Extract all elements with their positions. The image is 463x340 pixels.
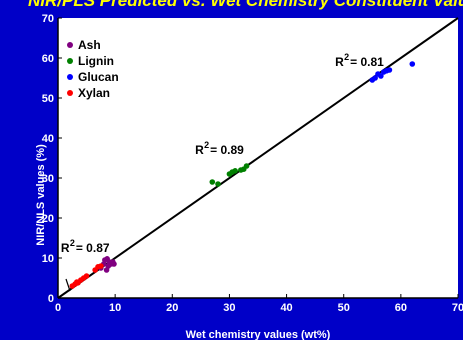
x-tick-label: 70 [452,302,463,314]
x-tick-label: 20 [166,302,178,314]
x-tick-label: 40 [280,302,292,314]
legend-label-glucan: Glucan [78,70,119,84]
lignin-point [215,181,221,187]
lignin-point [232,168,238,174]
y-tick-label: 20 [42,213,54,225]
chart-title: NIR/PLS Predicted vs. Wet Chemistry Cons… [28,0,463,10]
annotation-text: R [195,143,204,157]
y-tick-label: 0 [48,293,54,305]
annotation-value: = 0.87 [76,241,110,255]
y-tick-label: 70 [42,13,54,25]
legend-label-ash: Ash [78,38,101,52]
xylan-point [83,273,90,279]
glucan-legend-marker [67,74,73,80]
reference-line [57,17,459,299]
y-tick-label: 50 [42,93,54,105]
x-tick-label: 30 [223,302,235,314]
x-tick-label: 0 [55,302,61,314]
annotation-arrow [65,278,71,292]
r-squared-annotation: R 2 = 0.89 [195,140,244,157]
annotation-text: R [335,55,344,69]
y-tick-label: 30 [42,173,54,185]
xylan-legend-marker [67,90,73,96]
annotation-superscript: 2 [344,52,349,62]
x-tick-label: 10 [109,302,121,314]
annotation-text: R [61,241,70,255]
r-squared-annotation: R 2 = 0.81 [335,52,384,69]
annotation-superscript: 2 [70,238,75,248]
ash-point [104,255,110,262]
x-tick-label: 50 [338,302,350,314]
y-axis-label: NIR/NLS values (%) [35,144,47,246]
x-axis-label: Wet chemistry values (wt%) [186,329,331,340]
legend-label-xylan: Xylan [78,86,110,100]
glucan-point [372,75,378,81]
y-tick-label: 60 [42,53,54,65]
ash-legend-marker [67,42,73,48]
annotation-superscript: 2 [204,140,209,150]
annotation-value: = 0.81 [350,55,384,69]
glucan-point [409,61,416,67]
lignin-point [209,179,216,185]
lignin-point [243,163,250,169]
annotation-value: = 0.89 [210,143,244,157]
ash-point [111,261,117,267]
x-tick-label: 60 [395,302,407,314]
glucan-point [378,73,384,79]
r-squared-annotation: R 2 = 0.87 [61,238,110,255]
xylan-point [98,263,104,269]
glucan-point [386,67,393,73]
y-tick-label: 10 [42,253,54,265]
lignin-legend-marker [67,58,73,64]
legend-label-lignin: Lignin [78,54,114,68]
y-tick-label: 40 [42,133,54,145]
